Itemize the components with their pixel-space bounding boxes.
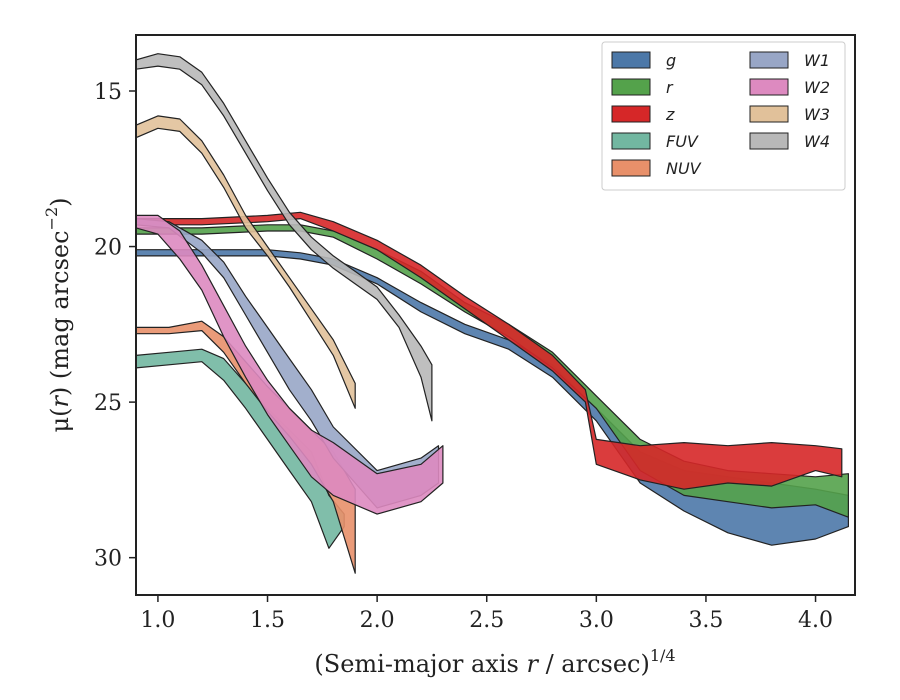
x-tick-label: 2.5 (469, 608, 504, 633)
legend-label-w4: W4 (804, 132, 830, 151)
plot-frame (135, 34, 856, 596)
x-tick-label: 2.0 (360, 608, 395, 633)
legend-swatch-w3 (749, 105, 789, 123)
y-tick-label: 25 (94, 391, 122, 416)
x-tick-label: 4.0 (798, 608, 833, 633)
y-tick-label: 15 (94, 80, 122, 105)
legend-label-g: g (666, 51, 676, 70)
x-tick-label: 1.0 (140, 608, 175, 633)
legend-label-w3: W3 (804, 105, 830, 124)
legend-swatch-r (611, 78, 651, 96)
series-band-w3 (136, 115, 356, 409)
legend: grz FUV NUV W1 W2 W3 W4 (601, 41, 846, 191)
legend-swatch-w2 (749, 78, 789, 96)
legend-label-fuv: FUV (666, 132, 699, 151)
series-band-w4 (136, 53, 433, 422)
legend-swatch-z (611, 105, 651, 123)
series-band-w2 (136, 214, 444, 515)
series-band-z (136, 211, 843, 490)
legend-swatch-fuv (611, 132, 651, 150)
x-axis-ticks: 1.0 1.5 2.0 2.5 3.0 3.5 4.0 (140, 595, 833, 633)
legend-label-nuv: NUV (666, 159, 702, 178)
x-tick-label: 3.5 (688, 608, 723, 633)
x-axis-label: (Semi-major axis r / arcsec)1/4 (314, 646, 675, 678)
series-layer (136, 53, 850, 574)
y-axis-ticks: 15 20 25 30 (94, 80, 136, 572)
x-tick-label: 3.0 (579, 608, 614, 633)
legend-label-r: r (666, 78, 674, 97)
legend-label-z: z (665, 105, 675, 124)
legend-label-w1: W1 (804, 51, 830, 70)
y-axis-label: μ(r) (mag arcsec−2) (42, 197, 74, 432)
legend-swatch-w4 (749, 132, 789, 150)
legend-swatch-g (611, 51, 651, 69)
legend-label-w2: W2 (804, 78, 830, 97)
legend-swatch-nuv (611, 159, 651, 177)
y-tick-label: 20 (94, 236, 122, 261)
y-tick-label: 30 (94, 547, 122, 572)
x-tick-label: 1.5 (250, 608, 285, 633)
legend-swatch-w1 (749, 51, 789, 69)
